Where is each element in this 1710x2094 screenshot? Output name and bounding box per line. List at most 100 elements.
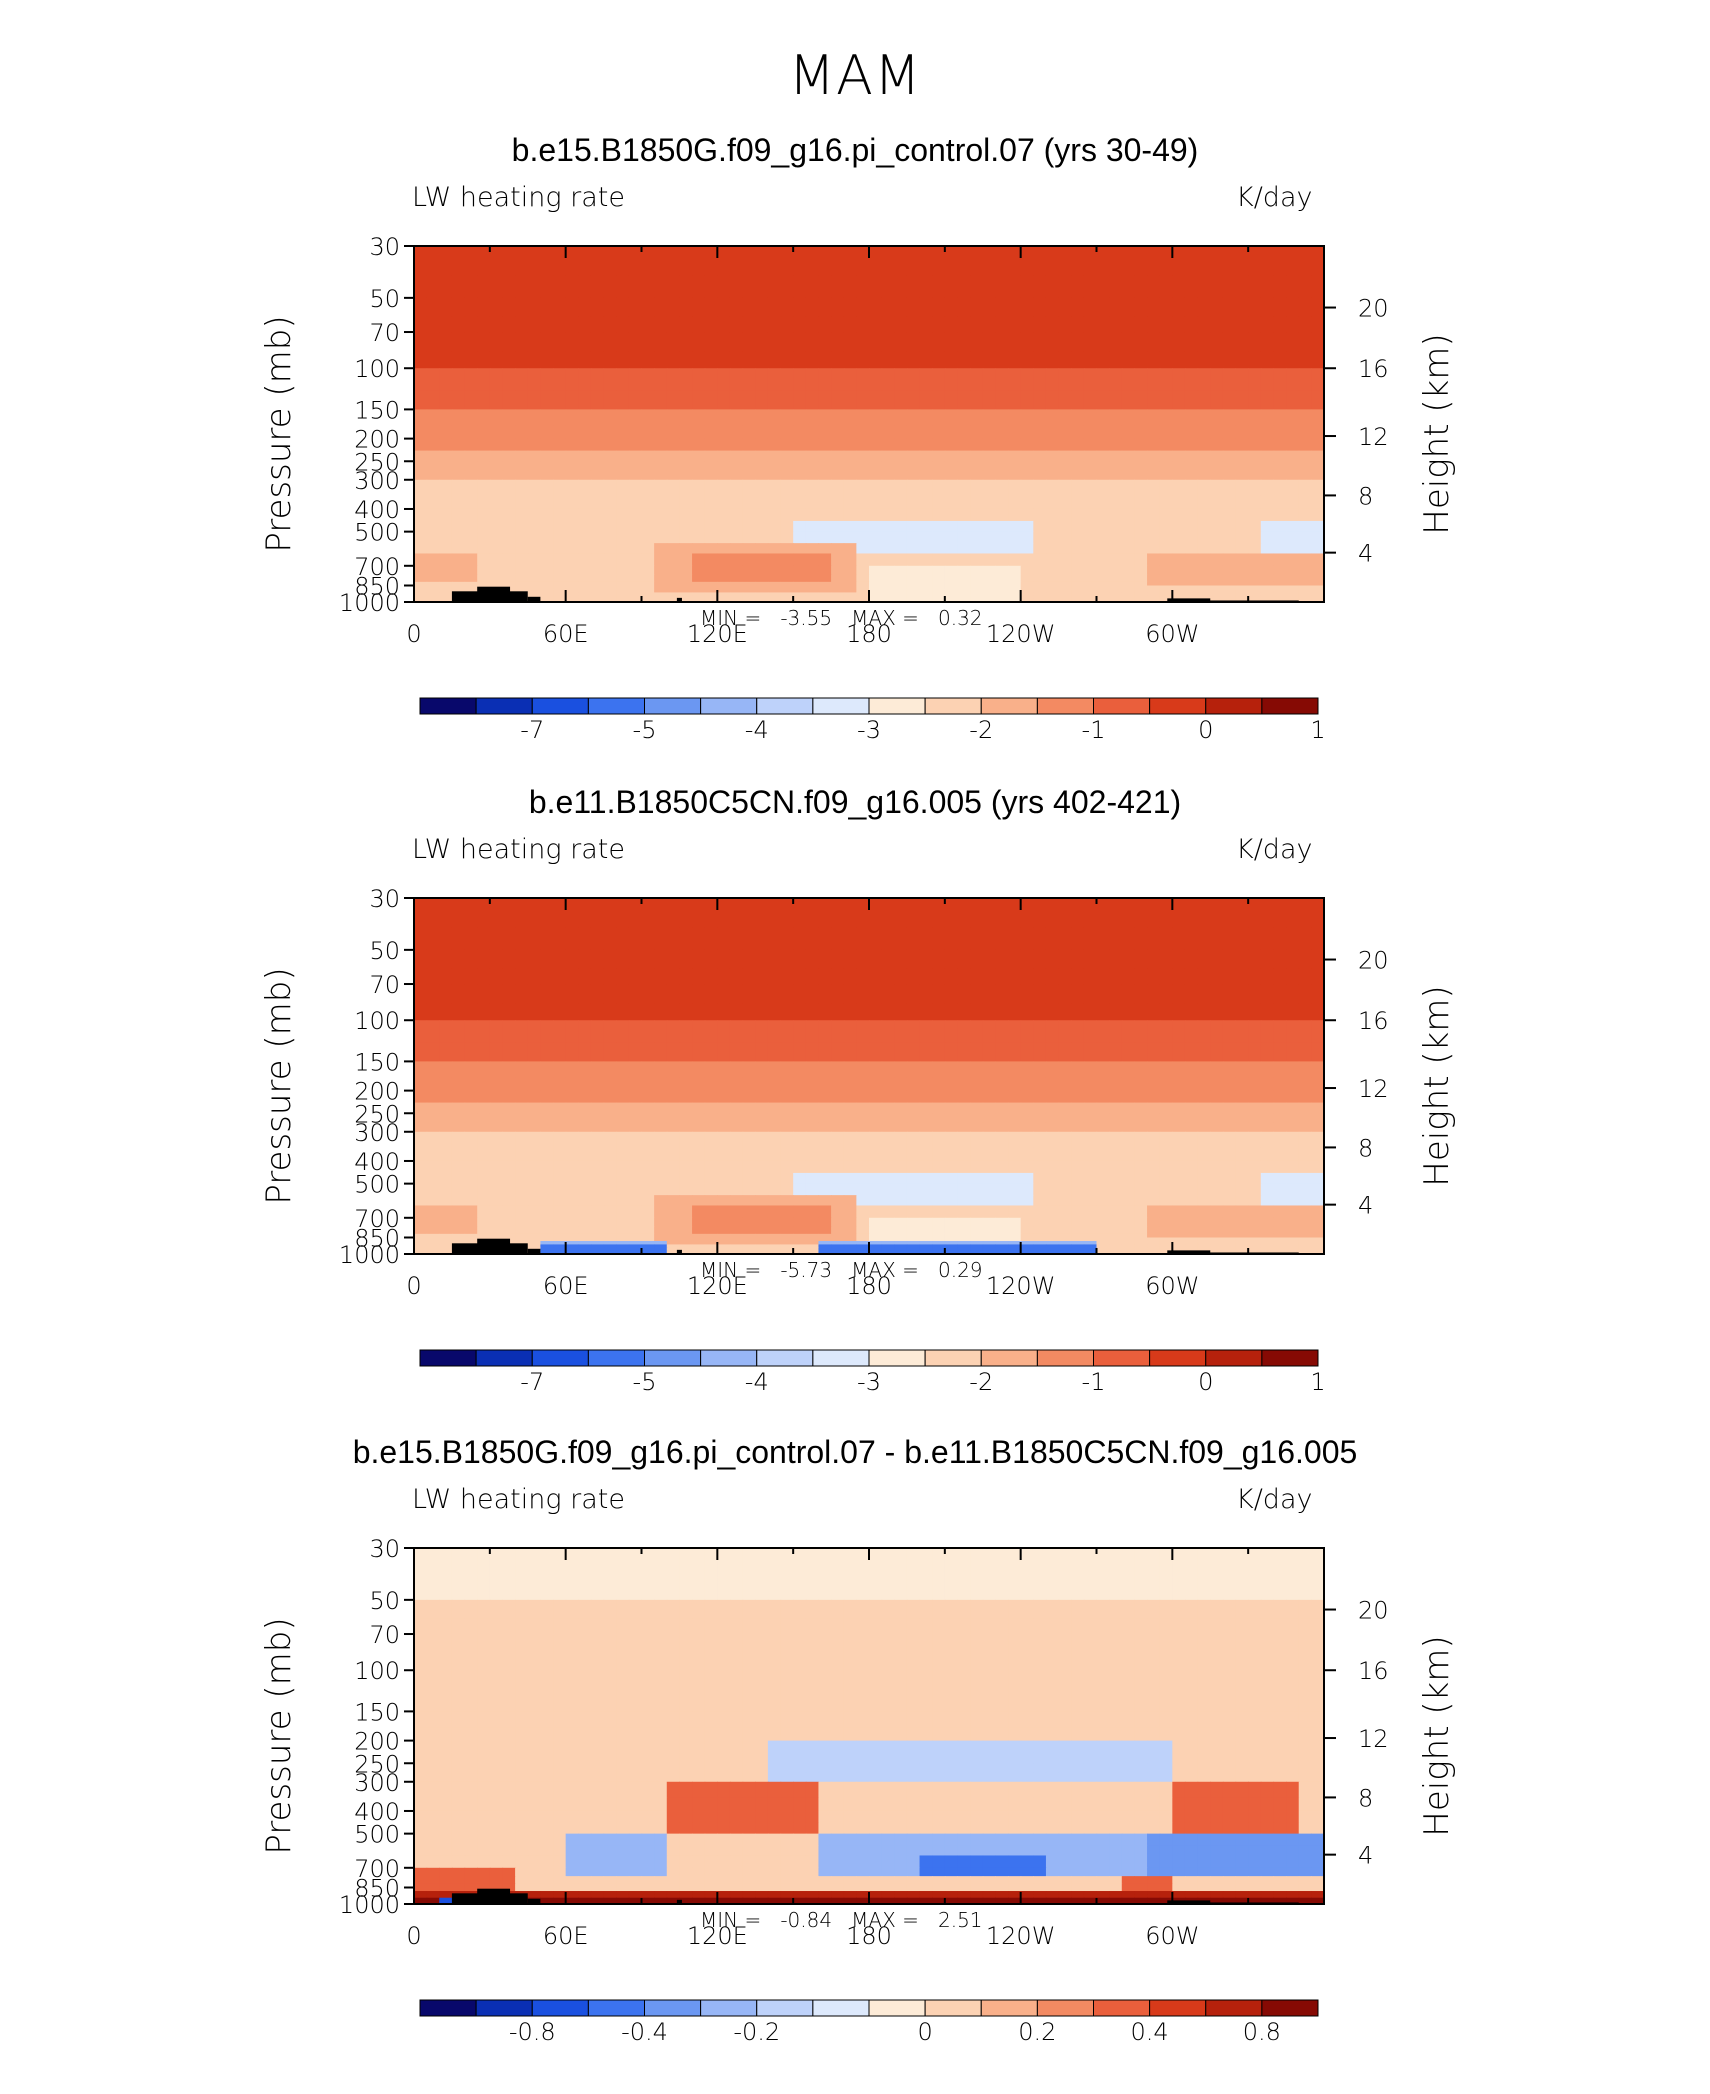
contour-cell xyxy=(452,1020,465,1043)
contour-cell xyxy=(439,1173,452,1184)
contour-cell xyxy=(818,553,831,566)
contour-cell xyxy=(465,1103,478,1114)
contour-cell xyxy=(945,589,958,593)
contour-cell xyxy=(1185,1195,1198,1206)
contour-cell xyxy=(1286,1147,1299,1161)
contour-cell xyxy=(1097,1123,1110,1132)
contour-cell xyxy=(844,1113,857,1123)
contour-cell xyxy=(1172,1548,1185,1578)
contour-cell xyxy=(616,471,629,480)
contour-cell xyxy=(844,1670,857,1693)
contour-cell xyxy=(642,1218,655,1227)
contour-cell xyxy=(1286,532,1299,544)
contour-cell xyxy=(427,439,440,452)
contour-cell xyxy=(502,968,515,984)
contour-cell xyxy=(1172,1577,1185,1600)
contour-cell xyxy=(1046,574,1059,582)
contour-cell xyxy=(755,927,768,950)
contour-cell xyxy=(957,352,970,369)
contour-cell xyxy=(578,391,591,410)
contour-cell xyxy=(553,532,566,544)
contour-cell xyxy=(717,1113,730,1123)
contour-cell xyxy=(414,543,427,554)
contour-cell xyxy=(831,521,844,532)
contour-cell xyxy=(528,1132,541,1148)
contour-cell xyxy=(452,451,465,462)
contour-cell xyxy=(945,1234,958,1238)
contour-cell xyxy=(793,984,806,1004)
contour-cell xyxy=(667,984,680,1004)
contour-cell xyxy=(1210,1634,1223,1654)
contour-cell xyxy=(439,1103,452,1114)
contour-cell xyxy=(629,480,642,496)
contour-cell xyxy=(1071,927,1084,950)
contour-cell xyxy=(629,246,642,276)
contour-cell xyxy=(1236,425,1249,439)
contour-cell xyxy=(1084,1654,1097,1671)
contour-cell xyxy=(1210,1654,1223,1671)
contour-cell xyxy=(793,1043,806,1062)
contour-cell xyxy=(591,1548,604,1578)
contour-cell xyxy=(1008,950,1021,969)
contour-cell xyxy=(945,532,958,544)
contour-cell xyxy=(1273,1061,1286,1077)
colorbar-swatch xyxy=(1150,1350,1206,1366)
contour-cell xyxy=(616,1654,629,1671)
contour-cell xyxy=(1059,495,1072,509)
contour-cell xyxy=(818,586,831,590)
contour-cell xyxy=(528,332,541,352)
chart-panel-2: b.e11.B1850C5CN.f09_g16.005 (yrs 402-421… xyxy=(0,784,1710,1444)
contour-cell xyxy=(591,566,604,575)
contour-cell xyxy=(1286,1600,1299,1619)
colorbar-tick-label: -3 xyxy=(857,716,881,744)
contour-cell xyxy=(1147,1020,1160,1043)
contour-cell xyxy=(1122,1195,1135,1206)
contour-cell xyxy=(629,1241,642,1245)
contour-cell xyxy=(616,1103,629,1114)
contour-cell xyxy=(1311,275,1324,298)
contour-cell xyxy=(705,471,718,480)
contour-cell xyxy=(1109,582,1122,586)
contour-field xyxy=(414,898,1325,1255)
contour-cell xyxy=(781,368,794,391)
contour-cell xyxy=(604,1147,617,1161)
contour-cell xyxy=(1071,582,1084,586)
contour-cell xyxy=(717,1173,730,1184)
contour-cell xyxy=(806,1147,819,1161)
contour-cell xyxy=(1033,589,1046,593)
contour-cell xyxy=(1198,927,1211,950)
contour-cell xyxy=(642,1173,655,1184)
contour-cell xyxy=(1046,451,1059,462)
contour-cell xyxy=(502,1218,515,1227)
contour-cell xyxy=(743,1184,756,1196)
contour-cell xyxy=(465,1195,478,1206)
contour-cell xyxy=(882,566,895,575)
contour-cell xyxy=(869,1161,882,1174)
contour-cell xyxy=(1059,574,1072,582)
contour-cell xyxy=(1223,532,1236,544)
contour-cell xyxy=(806,1634,819,1654)
contour-cell xyxy=(1236,1020,1249,1043)
contour-cell xyxy=(730,1103,743,1114)
contour-cell xyxy=(528,1004,541,1021)
contour-cell xyxy=(578,984,591,1004)
contour-cell xyxy=(604,1693,617,1712)
contour-cell xyxy=(616,1226,629,1234)
contour-cell xyxy=(957,1548,970,1578)
contour-cell xyxy=(439,521,452,532)
contour-cell xyxy=(1248,1184,1261,1196)
contour-cell xyxy=(1021,1654,1034,1671)
contour-cell xyxy=(414,1043,427,1062)
contour-cell xyxy=(1223,316,1236,332)
contour-cell xyxy=(869,1693,882,1712)
contour-cell xyxy=(1021,461,1034,471)
contour-cell xyxy=(1122,1241,1135,1245)
contour-cell xyxy=(1134,471,1147,480)
contour-cell xyxy=(414,246,427,276)
contour-cell xyxy=(705,1123,718,1132)
contour-cell xyxy=(818,589,831,593)
contour-cell xyxy=(642,1670,655,1693)
contour-cell xyxy=(793,480,806,496)
contour-cell xyxy=(604,1103,617,1114)
contour-cell xyxy=(553,589,566,593)
